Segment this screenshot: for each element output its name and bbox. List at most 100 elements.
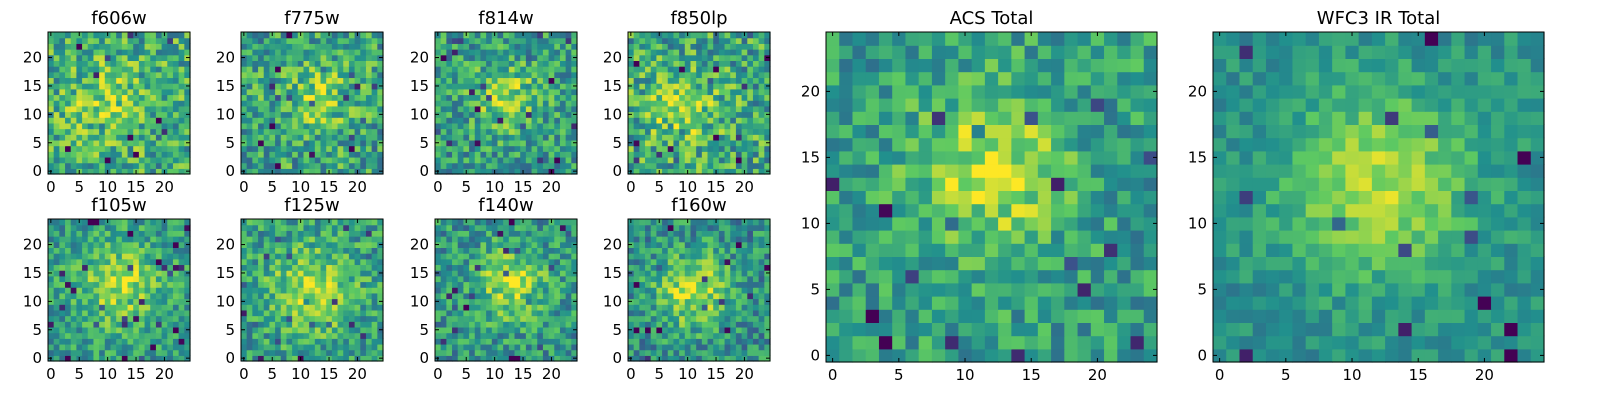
heatmap-cell: [127, 71, 134, 79]
heatmap-cell: [275, 134, 282, 141]
heatmap-cell: [537, 105, 544, 113]
heatmap-cell: [656, 326, 663, 334]
heatmap-cell: [365, 236, 373, 243]
heatmap-cell: [70, 156, 77, 164]
heatmap-cell: [144, 298, 151, 305]
heatmap-cell: [537, 253, 544, 260]
heatmap-cell: [486, 60, 493, 67]
heatmap-cell: [337, 241, 344, 248]
heatmap-cell: [246, 43, 253, 50]
heatmap-cell: [531, 270, 538, 277]
heatmap-cell: [747, 66, 754, 73]
heatmap-cell: [320, 241, 327, 248]
heatmap-cell: [650, 326, 657, 334]
heatmap-cell: [87, 60, 95, 67]
heatmap-cell: [497, 43, 504, 50]
heatmap-cell: [99, 32, 106, 39]
heatmap-cell: [360, 247, 367, 254]
heatmap-cell: [161, 309, 168, 317]
heatmap-cell: [269, 71, 276, 79]
heatmap-cell: [446, 134, 453, 141]
heatmap-cell: [303, 253, 310, 260]
heatmap-cell: [331, 49, 339, 56]
heatmap-cell: [161, 349, 168, 356]
heatmap-cell: [667, 122, 675, 130]
heatmap-cell: [520, 253, 527, 260]
heatmap-cell: [718, 49, 726, 56]
heatmap-cell: [280, 71, 288, 79]
heatmap-cell: [280, 275, 288, 283]
heatmap-cell: [184, 230, 191, 237]
heatmap-cell: [735, 338, 743, 345]
heatmap-cell: [645, 298, 652, 305]
heatmap-cell: [280, 355, 288, 362]
heatmap-cell: [514, 60, 521, 67]
heatmap-cell: [508, 66, 516, 73]
heatmap-cell: [275, 270, 282, 277]
heatmap-cell: [696, 122, 703, 130]
heatmap-cell: [246, 338, 253, 345]
heatmap-cell: [241, 88, 248, 96]
heatmap-cell: [365, 83, 373, 90]
heatmap-cell: [758, 32, 765, 39]
heatmap-cell: [730, 134, 737, 141]
heatmap-cell: [645, 304, 652, 311]
heatmap-cell: [628, 321, 635, 328]
heatmap-cell: [673, 49, 680, 56]
heatmap-cell: [127, 253, 134, 260]
heatmap-cell: [309, 100, 316, 107]
heatmap-cell: [525, 304, 533, 311]
heatmap-cell: [463, 292, 470, 300]
heatmap-cell: [650, 105, 657, 113]
heatmap-cell: [508, 105, 516, 113]
heatmap-cell: [371, 349, 378, 356]
heatmap-cell: [354, 326, 361, 334]
heatmap-cell: [263, 60, 270, 67]
heatmap-cell: [144, 151, 151, 158]
heatmap-cell: [474, 219, 482, 226]
heatmap-cell: [718, 139, 726, 147]
heatmap-cell: [480, 83, 487, 90]
heatmap-cell: [491, 321, 499, 328]
heatmap-cell: [548, 156, 555, 164]
heatmap-cell: [104, 230, 112, 237]
heatmap-cell: [286, 94, 293, 101]
heatmap-cell: [713, 309, 720, 317]
heatmap-cell: [491, 349, 499, 356]
heatmap-cell: [343, 105, 350, 113]
heatmap-cell: [133, 287, 140, 294]
heatmap-cell: [724, 332, 731, 339]
heatmap-cell: [758, 122, 765, 130]
heatmap-cell: [93, 298, 100, 305]
heatmap-cell: [87, 224, 95, 231]
heatmap-cell: [486, 292, 493, 300]
heatmap-cell: [241, 49, 248, 56]
heatmap-cell: [53, 281, 60, 288]
heatmap-cell: [752, 349, 760, 356]
heatmap-cell: [138, 332, 146, 339]
heatmap-cell: [559, 321, 567, 328]
heatmap-cell: [559, 100, 567, 107]
heatmap-cell: [497, 343, 504, 351]
heatmap-cell: [571, 292, 578, 300]
heatmap-cell: [360, 326, 367, 334]
heatmap-cell: [503, 117, 510, 124]
heatmap-cell: [701, 60, 709, 67]
heatmap-cell: [167, 304, 174, 311]
heatmap-cell: [508, 145, 516, 152]
heatmap-cell: [365, 71, 373, 79]
heatmap-cell: [690, 37, 697, 44]
heatmap-cell: [690, 77, 697, 84]
heatmap-cell: [246, 117, 253, 124]
heatmap-cell: [309, 241, 316, 248]
heatmap-cell: [741, 338, 748, 345]
heatmap-cell: [144, 100, 151, 107]
heatmap-cell: [531, 54, 538, 61]
heatmap-cell: [457, 270, 464, 277]
heatmap-cell: [656, 83, 663, 90]
heatmap-cell: [280, 43, 288, 50]
heatmap-cell: [246, 88, 253, 96]
heatmap-cell: [258, 139, 265, 147]
heatmap-cell: [138, 298, 146, 305]
heatmap-cell: [76, 298, 83, 305]
